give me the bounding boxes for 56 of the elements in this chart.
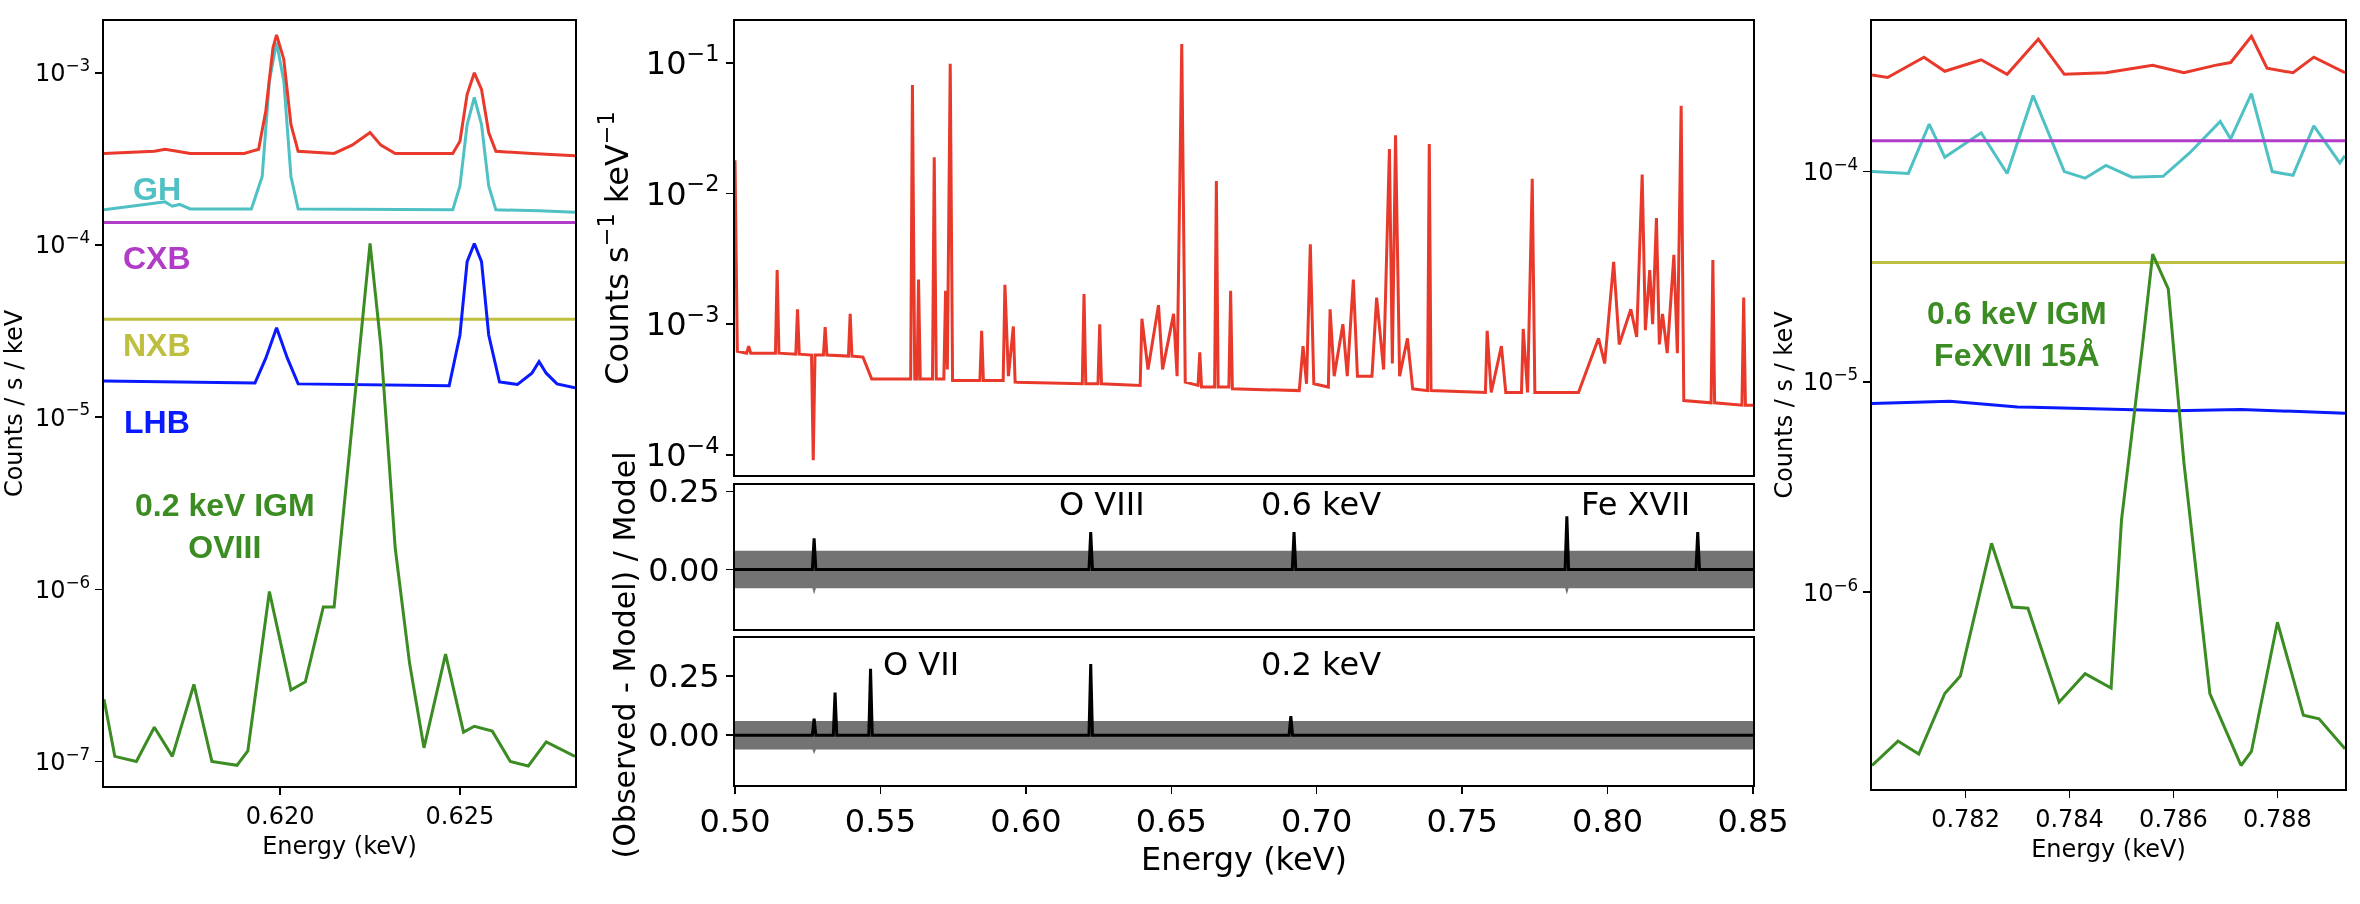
- y-tick-label: 10$^{−1}$: [645, 39, 720, 83]
- x-tick-label: 0.786: [2139, 804, 2208, 833]
- series-label: LHB: [124, 404, 190, 440]
- series-label: 0.6 keV IGM FeXVII 15Å: [1927, 295, 2107, 373]
- y-tick-label: 0.25: [648, 657, 720, 696]
- line-series: [1872, 252, 2345, 768]
- y-tick-label: 10$^{−3}$: [34, 55, 91, 88]
- x-tick-label: 0.620: [245, 801, 315, 830]
- series-label: CXB: [123, 240, 191, 276]
- y-tick-label: 0.00: [648, 550, 720, 589]
- x-tick-label: 0.85: [1717, 802, 1789, 841]
- annotation: O VIII: [1059, 485, 1145, 523]
- x-tick-label: 0.784: [2035, 804, 2104, 833]
- annotation: 0.2 keV: [1261, 645, 1382, 683]
- x-tick-label: 0.65: [1135, 802, 1207, 841]
- y-axis-title: Counts / s / keV: [1770, 310, 1798, 499]
- x-tick-label: 0.60: [990, 802, 1062, 841]
- line-series: [1872, 399, 2345, 415]
- y-tick-label: 10$^{−4}$: [645, 431, 720, 474]
- x-tick-label: 0.75: [1426, 802, 1498, 841]
- y-tick-label: 10$^{−5}$: [1802, 364, 1859, 397]
- series-label: NXB: [123, 327, 191, 363]
- y-tick-label: 10$^{−3}$: [645, 300, 720, 344]
- x-tick-label: 0.80: [1571, 802, 1644, 841]
- y-tick-label: 10$^{−2}$: [645, 170, 720, 213]
- annotation: O VII: [883, 645, 960, 683]
- series-label: 0.2 keV IGM OVIII: [135, 487, 315, 565]
- x-tick-label: 0.788: [2243, 804, 2312, 833]
- series-label: GH: [133, 171, 181, 207]
- x-tick-label: 0.70: [1281, 802, 1353, 841]
- y-tick-label: 10$^{−4}$: [1802, 153, 1859, 186]
- line-series: [104, 242, 575, 390]
- line-series: [1872, 34, 2345, 80]
- y-tick-label: 0.00: [648, 716, 720, 755]
- line-series: [104, 41, 575, 214]
- y-tick-label: 10$^{−7}$: [34, 743, 91, 776]
- y-axis-title: Counts / s / keV: [0, 309, 28, 498]
- line-series: [735, 42, 1753, 462]
- line-series: [104, 33, 575, 158]
- line-series: [104, 242, 575, 768]
- y-axis-title: (Observed - Model) / Model: [606, 451, 642, 859]
- y-tick-label: 0.25: [648, 472, 720, 511]
- x-axis-title: Energy (keV): [262, 831, 417, 860]
- x-tick-label: 0.50: [699, 802, 771, 841]
- y-tick-label: 10$^{−6}$: [1802, 574, 1859, 607]
- annotation: 0.6 keV: [1261, 485, 1382, 523]
- y-tick-label: 10$^{−6}$: [34, 571, 91, 604]
- x-axis-title: Energy (keV): [2031, 834, 2186, 863]
- line-series: [1872, 92, 2345, 180]
- x-tick-label: 0.625: [425, 801, 495, 830]
- annotation: Fe XVII: [1581, 485, 1691, 523]
- x-axis-title: Energy (keV): [1140, 840, 1348, 879]
- x-tick-label: 0.55: [844, 802, 917, 841]
- y-tick-label: 10$^{−4}$: [34, 227, 91, 260]
- x-tick-label: 0.782: [1931, 804, 2000, 833]
- y-tick-label: 10$^{−5}$: [34, 399, 91, 432]
